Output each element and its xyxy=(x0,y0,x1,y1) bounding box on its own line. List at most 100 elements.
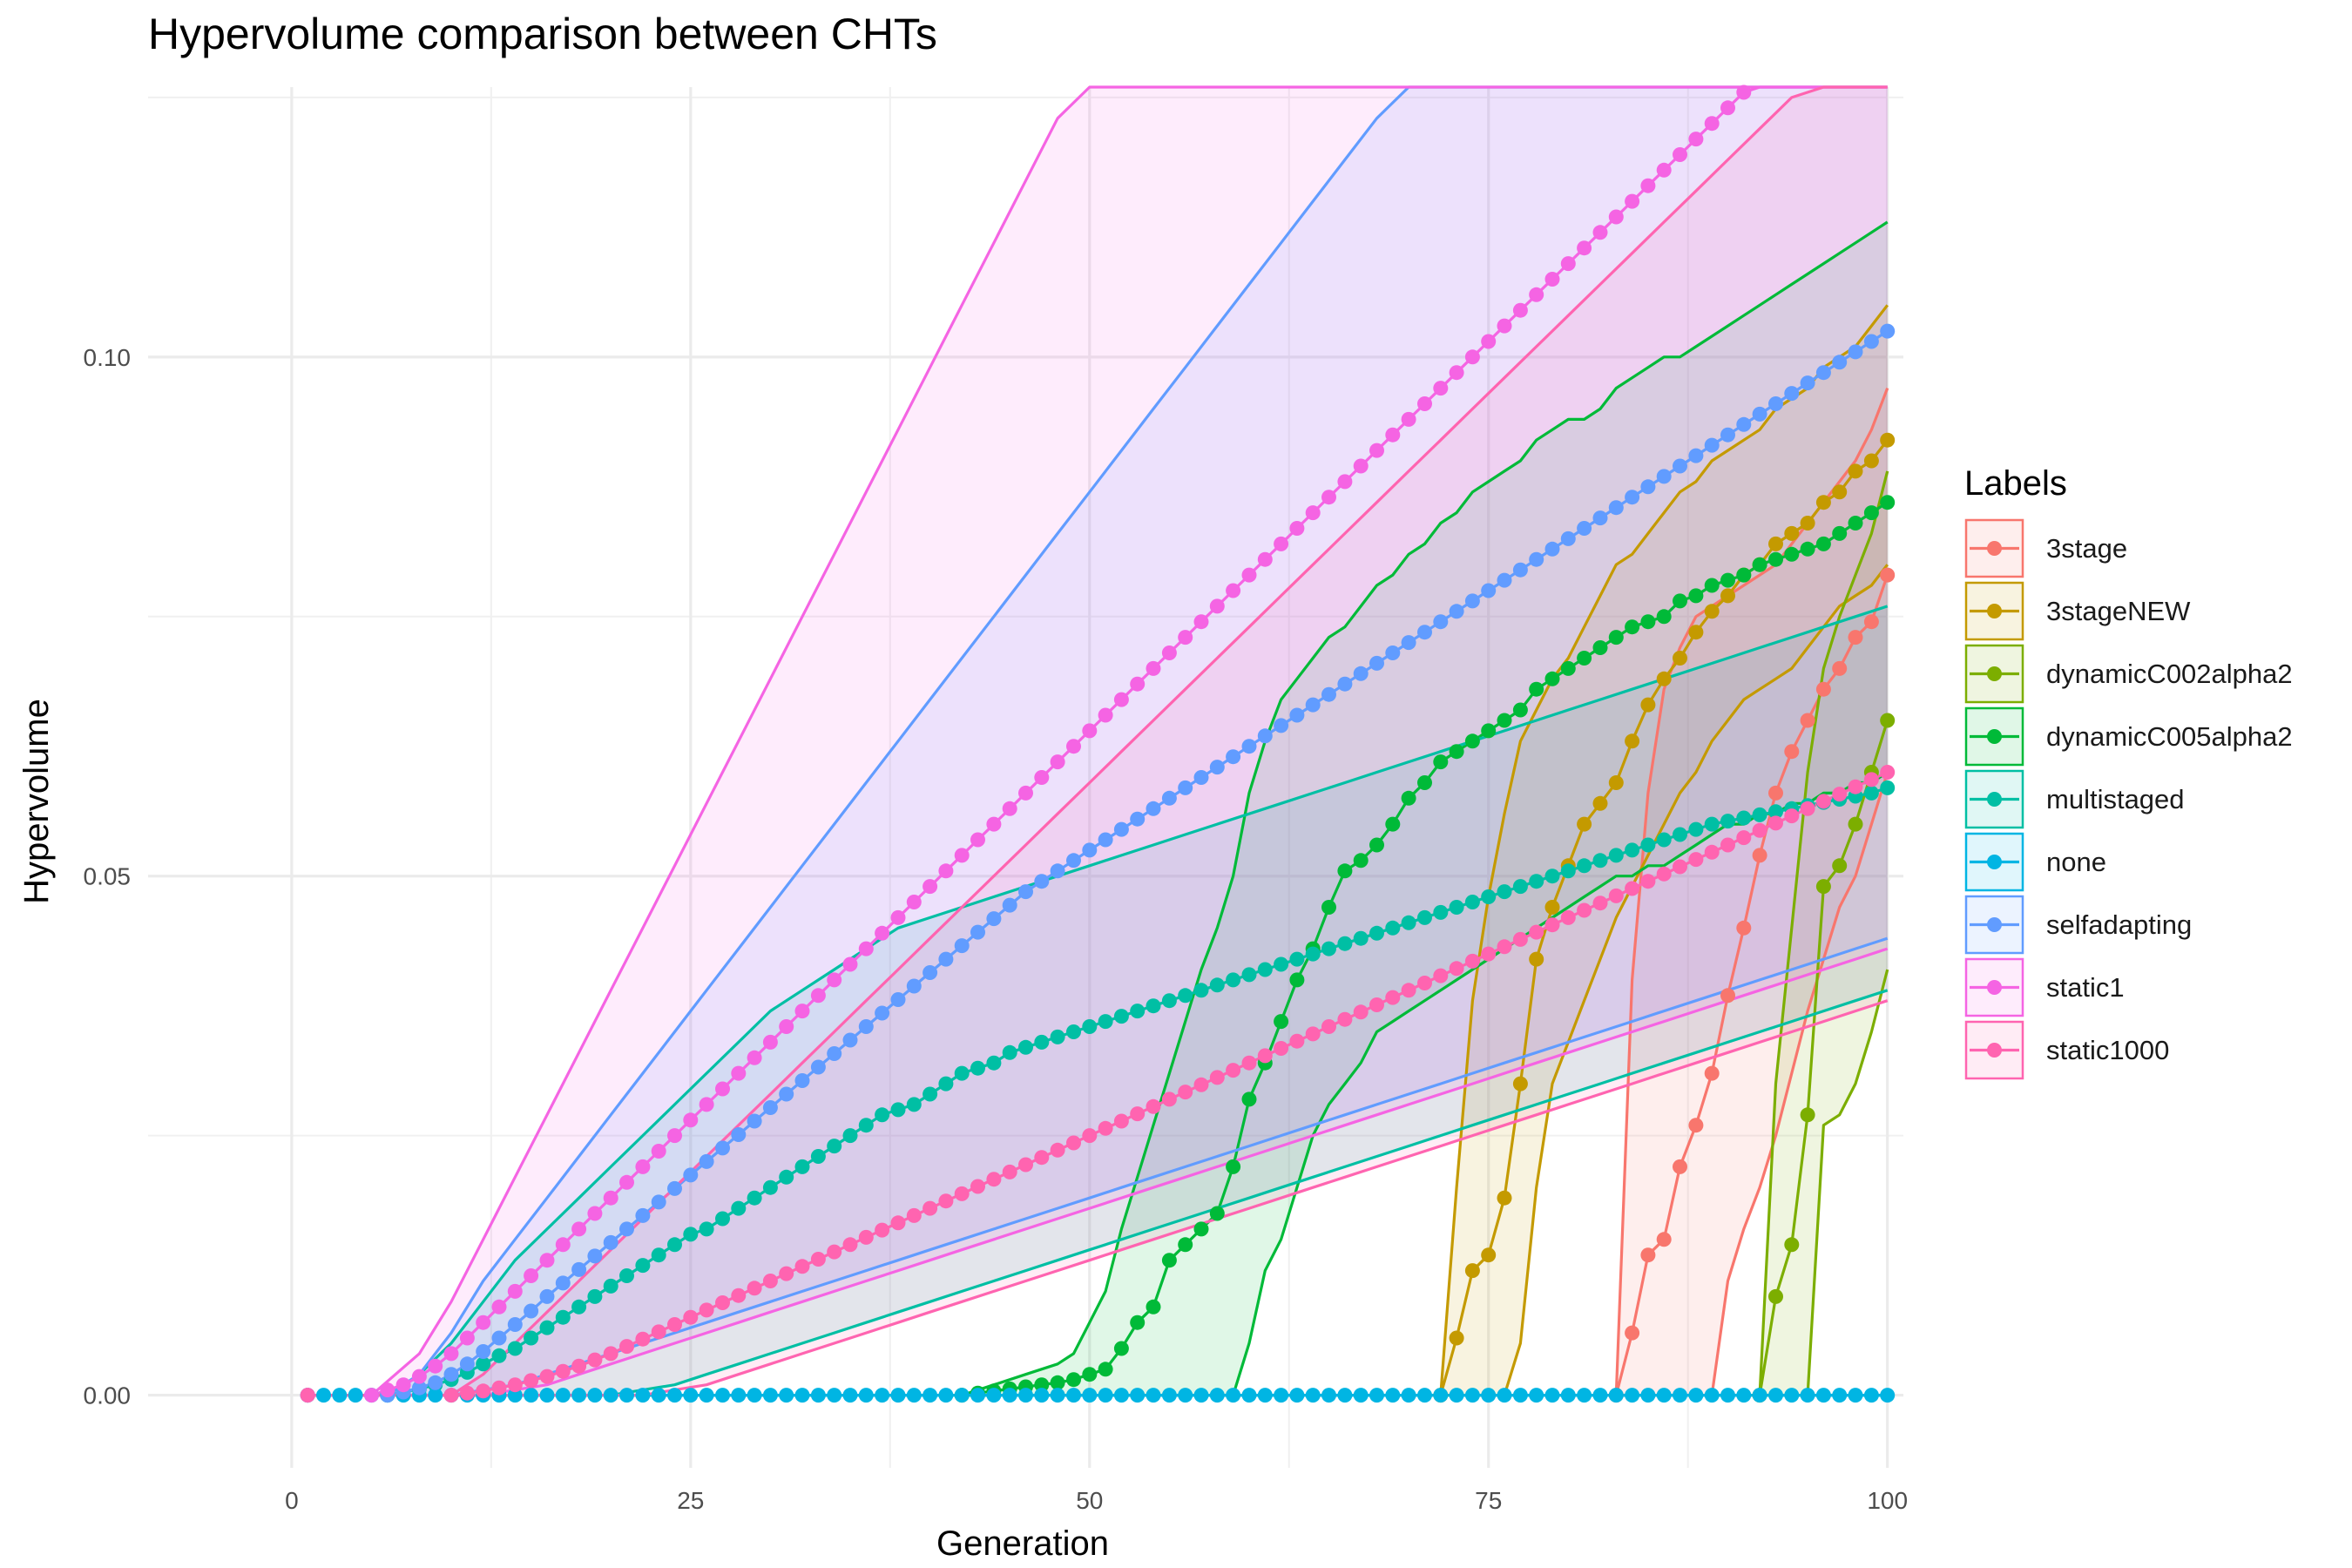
data-point-selfadapting xyxy=(1146,801,1161,816)
data-point-multistaged xyxy=(890,1102,906,1118)
data-point-3stagenew xyxy=(1544,900,1560,915)
data-point-static1000 xyxy=(938,1193,954,1209)
data-point-none xyxy=(1289,1388,1305,1403)
data-point-none xyxy=(827,1388,842,1403)
data-point-none xyxy=(1353,1388,1369,1403)
data-point-3stagenew xyxy=(1608,775,1624,790)
data-point-multistaged xyxy=(875,1107,890,1123)
data-point-multistaged xyxy=(683,1227,699,1242)
data-point-selfadapting xyxy=(1082,842,1098,858)
data-point-static1 xyxy=(1401,411,1416,427)
data-point-static1000 xyxy=(858,1229,874,1245)
legend-key-point-dynamicc005alpha2 xyxy=(1987,729,2002,744)
data-point-dynamicc005alpha2 xyxy=(1784,546,1800,562)
data-point-static1000 xyxy=(954,1186,970,1201)
y-tick-label: 0.05 xyxy=(84,863,132,890)
data-point-static1 xyxy=(1529,287,1544,302)
data-point-selfadapting xyxy=(571,1261,587,1277)
data-point-static1000 xyxy=(507,1377,523,1393)
data-point-multistaged xyxy=(1640,837,1656,853)
data-point-multistaged xyxy=(1066,1024,1081,1039)
data-point-none xyxy=(1625,1388,1640,1403)
data-point-static1 xyxy=(747,1050,762,1065)
data-point-selfadapting xyxy=(1449,604,1464,619)
data-point-static1000 xyxy=(1018,1157,1033,1173)
data-point-selfadapting xyxy=(1305,697,1321,713)
data-point-dynamicc005alpha2 xyxy=(1832,525,1848,541)
data-point-selfadapting xyxy=(1577,521,1592,536)
data-point-selfadapting xyxy=(1289,707,1305,723)
data-point-selfadapting xyxy=(699,1153,714,1169)
data-point-3stagenew xyxy=(1577,816,1592,832)
data-point-selfadapting xyxy=(555,1275,571,1291)
data-point-static1000 xyxy=(1337,1011,1353,1027)
data-point-3stagenew xyxy=(1815,495,1831,510)
lower-line-static1 xyxy=(308,947,1889,1397)
data-point-selfadapting xyxy=(1241,739,1257,754)
data-point-static1000 xyxy=(1401,983,1416,998)
data-point-static1000 xyxy=(906,1207,922,1223)
data-point-static1 xyxy=(1656,162,1672,178)
data-point-dynamicc005alpha2 xyxy=(1209,1206,1225,1221)
data-point-static1000 xyxy=(1640,874,1656,889)
data-point-dynamicc005alpha2 xyxy=(1640,614,1656,630)
data-point-dynamicc005alpha2 xyxy=(1656,609,1672,625)
legend-label-3stage: 3stage xyxy=(2046,533,2127,564)
data-point-static1 xyxy=(1082,723,1098,739)
data-point-static1000 xyxy=(476,1383,491,1399)
data-point-static1000 xyxy=(1449,961,1464,977)
data-point-selfadapting xyxy=(428,1375,443,1390)
data-point-multistaged xyxy=(1161,993,1177,1009)
data-point-multistaged xyxy=(970,1060,985,1076)
data-point-selfadapting xyxy=(1257,728,1273,744)
data-point-multistaged xyxy=(794,1159,810,1174)
data-point-3stagenew xyxy=(1512,1076,1528,1092)
data-point-multistaged xyxy=(1736,810,1752,826)
data-point-dynamicc005alpha2 xyxy=(1848,516,1863,531)
data-point-static1000 xyxy=(890,1215,906,1231)
data-point-multistaged xyxy=(1768,804,1783,820)
data-point-multistaged xyxy=(1050,1029,1065,1044)
legend-label-3stagenew: 3stageNEW xyxy=(2046,596,2191,626)
data-point-dynamicc005alpha2 xyxy=(1497,713,1512,728)
data-point-none xyxy=(1640,1388,1656,1403)
data-point-static1000 xyxy=(1720,837,1735,853)
data-point-none xyxy=(747,1388,762,1403)
data-point-selfadapting xyxy=(603,1234,618,1250)
data-point-multistaged xyxy=(635,1258,651,1274)
data-point-static1000 xyxy=(1034,1150,1050,1166)
data-point-multistaged xyxy=(1464,895,1480,909)
data-point-dynamicc005alpha2 xyxy=(1768,551,1783,567)
data-point-static1 xyxy=(794,1004,810,1019)
band-selfadapting xyxy=(308,87,1888,1396)
upper-line-static1 xyxy=(308,85,1888,1397)
data-point-static1000 xyxy=(1656,866,1672,882)
data-point-static1000 xyxy=(1497,939,1512,955)
data-point-static1000 xyxy=(1305,1026,1321,1042)
data-point-static1000 xyxy=(571,1358,587,1374)
data-point-multistaged xyxy=(923,1086,938,1102)
data-point-multistaged xyxy=(1353,930,1369,946)
data-point-static1 xyxy=(986,816,1002,832)
data-point-selfadapting xyxy=(715,1140,730,1156)
data-point-static1000 xyxy=(1226,1063,1241,1078)
data-point-none xyxy=(1512,1388,1528,1403)
data-point-static1 xyxy=(1226,583,1241,598)
data-point-dynamicc005alpha2 xyxy=(1752,557,1767,572)
legend-item-dynamicc005alpha2: dynamicC005alpha2 xyxy=(1964,706,2293,767)
data-point-static1 xyxy=(1608,209,1624,225)
data-point-none xyxy=(1241,1388,1257,1403)
data-point-dynamicc005alpha2 xyxy=(1241,1092,1257,1107)
data-point-selfadapting xyxy=(827,1046,842,1061)
data-point-multistaged xyxy=(1034,1034,1050,1050)
data-point-dynamicc005alpha2 xyxy=(1417,775,1432,790)
data-point-static1 xyxy=(1241,567,1257,583)
data-point-selfadapting xyxy=(1625,490,1640,505)
data-point-dynamicc005alpha2 xyxy=(1289,972,1305,988)
data-point-static1000 xyxy=(1385,990,1401,1005)
data-point-3stagenew xyxy=(1464,1263,1480,1279)
data-point-none xyxy=(1018,1388,1033,1403)
data-point-3stage xyxy=(1673,1159,1687,1174)
data-point-multistaged xyxy=(1512,879,1528,895)
data-point-static1000 xyxy=(1880,765,1896,780)
